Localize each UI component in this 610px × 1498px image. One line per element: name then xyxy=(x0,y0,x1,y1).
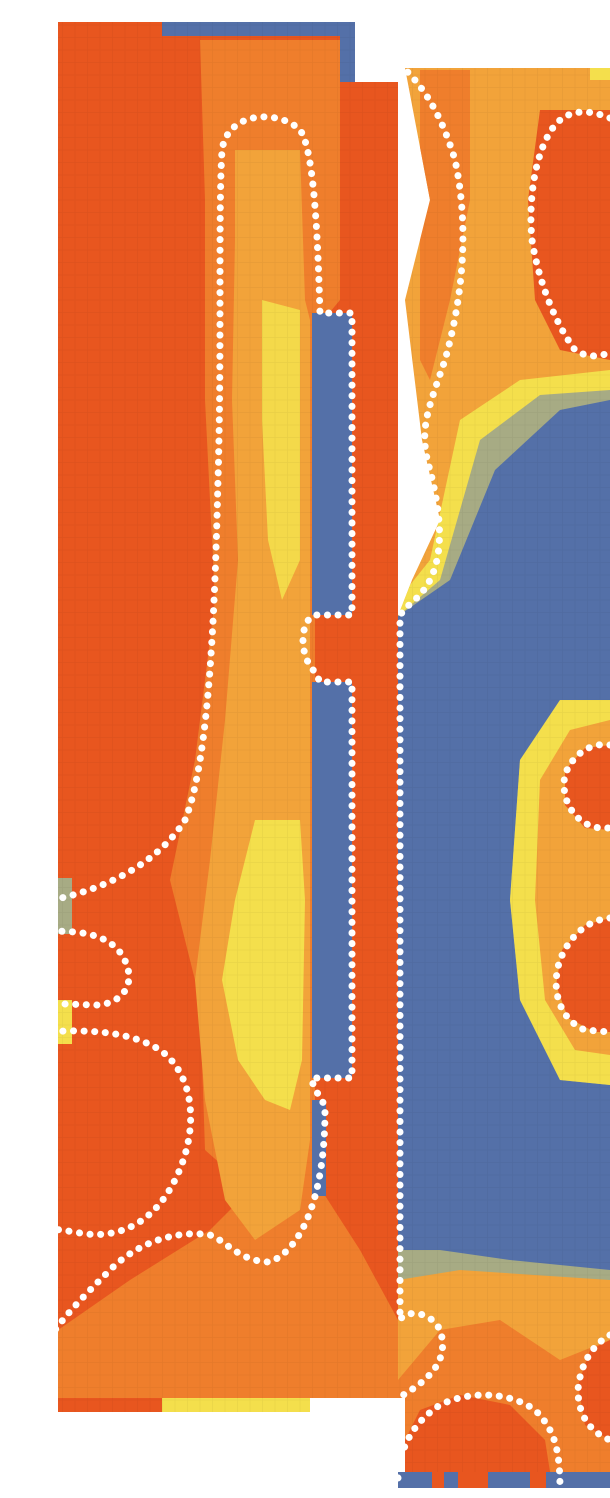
right-bottom-strip-mark-1 xyxy=(432,1472,444,1488)
right-top-loop xyxy=(527,108,610,360)
left-inner-loop xyxy=(38,113,356,1334)
upper-channel xyxy=(312,313,352,615)
right-boundary xyxy=(381,54,467,1494)
right-bottom-strip xyxy=(398,1472,610,1488)
right-top-strip xyxy=(590,68,610,80)
right-bottom-strip-mark-3 xyxy=(530,1472,546,1488)
right-mid-loop-upper xyxy=(560,741,610,832)
left-bulb-large xyxy=(6,1027,195,1238)
right-mid-loop-lower xyxy=(552,914,610,1036)
right-bottom-loop xyxy=(574,1331,610,1444)
right-bottom-arc xyxy=(394,1391,564,1494)
lower-channel xyxy=(312,682,352,1078)
left-bulb-small xyxy=(26,927,133,1009)
right-bottom-strip-mark-2 xyxy=(458,1472,488,1488)
contour-layer xyxy=(6,54,610,1494)
